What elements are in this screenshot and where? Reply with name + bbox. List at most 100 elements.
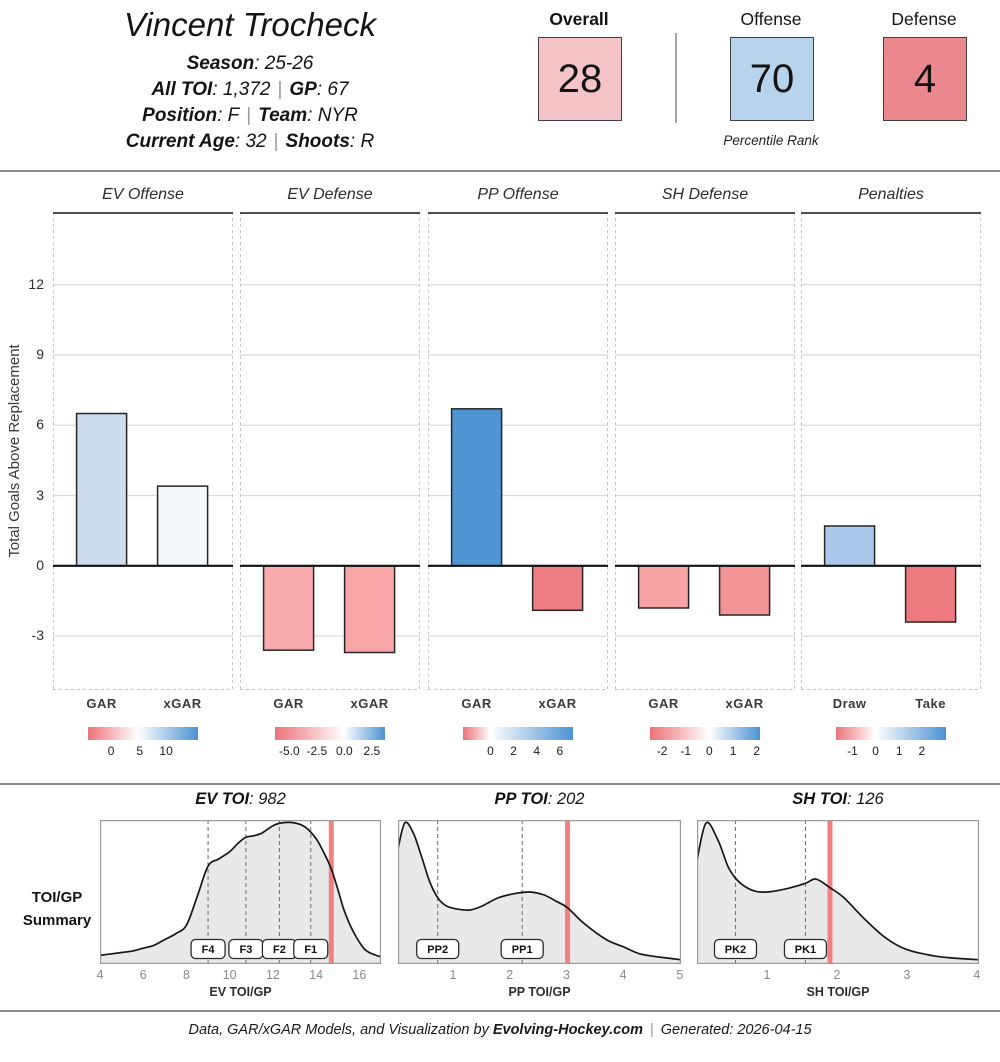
toi-panel-title: PP TOI: 202	[495, 790, 585, 809]
bar-xgar	[343, 565, 396, 654]
toi-density-plot: PP2 PP1	[398, 820, 681, 964]
toi-density-plot: PK2 PK1	[697, 820, 979, 964]
gar-panel-title: Penalties	[858, 186, 924, 203]
toi-x-tick: 12	[265, 968, 280, 982]
separator-pipe: |	[277, 79, 283, 100]
bar-gar	[75, 412, 128, 567]
position-label: Position	[142, 105, 218, 126]
density-curve	[398, 821, 681, 961]
marker-pill-label: PK1	[795, 944, 816, 956]
bar-gar	[637, 565, 690, 609]
shoots-label: Shoots	[285, 131, 350, 152]
gar-legend-tick: 10	[159, 744, 173, 758]
percentile-box-overall: 28	[538, 37, 622, 121]
gar-legend-gradient	[88, 727, 198, 740]
gar-legend-tick: 0	[107, 744, 115, 758]
marker-pill-label: F4	[202, 944, 216, 956]
toi-x-tick: 6	[139, 968, 147, 982]
toi-x-tick: 16	[352, 968, 367, 982]
footer-prefix: Data, GAR/xGAR Models, and Visualization…	[188, 1022, 493, 1038]
percentile-value-overall: 28	[557, 56, 603, 101]
toi-x-axis-label: SH TOI/GP	[806, 985, 870, 999]
gp-label: GP	[289, 79, 317, 100]
toi-x-tick: 5	[676, 968, 684, 982]
marker-pill-label: PK2	[725, 944, 746, 956]
marker-pill-label: F3	[239, 944, 252, 956]
gar-legend-tick: 2	[753, 744, 761, 758]
density-curve	[697, 821, 979, 961]
gar-legend-tick: 5	[136, 744, 144, 758]
gar-legend-tick: 6	[556, 744, 564, 758]
toi-title-value: : 982	[249, 790, 286, 808]
toi-title-label: SH TOI	[792, 790, 848, 808]
toi-title-value: : 126	[847, 790, 884, 808]
marker-pill-pp2	[416, 938, 460, 960]
gar-y-axis-title: Total Goals Above Replacement	[6, 344, 23, 558]
gar-y-tick: 9	[36, 345, 44, 362]
toi-x-tick: 1	[449, 968, 457, 982]
bar-xgar	[531, 565, 584, 612]
percentile-value-defense: 4	[913, 56, 937, 101]
gar-category-label: xGAR	[350, 696, 389, 711]
marker-pill-f1	[293, 938, 329, 960]
gar-legend-tick: -5.0	[278, 744, 300, 758]
age-label: Current Age	[125, 131, 235, 152]
toi-x-tick: 8	[182, 968, 190, 982]
marker-pill-pk2	[713, 938, 758, 960]
toi-title-label: EV TOI	[195, 790, 250, 808]
toi-gp-line: All TOI: 1,372 | GP: 67	[0, 79, 500, 101]
team-value: : NYR	[307, 105, 358, 126]
toi-x-tick: 4	[619, 968, 627, 982]
divider	[675, 33, 677, 123]
gar-category-label: xGAR	[538, 696, 577, 711]
marker-pill-f4	[190, 938, 226, 960]
season-label: Season	[186, 53, 255, 74]
gar-panel-title: EV Defense	[287, 186, 373, 203]
gar-y-tick: 3	[36, 486, 44, 503]
gar-legend-gradient	[463, 727, 573, 740]
gar-category-label: xGAR	[725, 696, 764, 711]
player-name: Vincent Trocheck	[124, 6, 376, 43]
gar-panel-title: EV Offense	[102, 186, 184, 203]
gar-category-label: GAR	[273, 696, 304, 711]
gar-category-label: GAR	[648, 696, 679, 711]
age-shoots-line: Current Age: 32 | Shoots: R	[0, 131, 500, 153]
bar-take	[904, 565, 957, 623]
toi-title-value: : 202	[547, 790, 585, 808]
toi-panel-title: SH TOI: 126	[792, 790, 883, 809]
toi-summary-line1: TOI/GP	[31, 889, 83, 906]
bar-draw	[823, 525, 876, 567]
marker-pill-pp1	[500, 938, 544, 960]
panel-border	[398, 820, 681, 964]
footer-generated: Generated: 2026-04-15	[660, 1022, 812, 1038]
season-value: : 25-26	[254, 53, 314, 74]
toi-x-tick: 3	[903, 968, 911, 982]
percentile-label-overall: Overall	[549, 9, 609, 29]
header-divider-line	[0, 170, 1000, 172]
toi-title-label: PP TOI	[494, 790, 548, 808]
gar-category-label: GAR	[461, 696, 492, 711]
panel-border	[697, 820, 979, 964]
marker-pill-label: F2	[273, 944, 286, 956]
team-label: Team	[258, 105, 308, 126]
gar-legend-tick: -2.5	[306, 744, 328, 758]
toi-x-tick: 4	[973, 968, 981, 982]
separator-pipe: |	[650, 1022, 654, 1038]
toi-x-axis-label: EV TOI/GP	[209, 985, 272, 999]
separator-pipe: |	[246, 105, 252, 126]
bar-xgar	[156, 485, 209, 567]
gar-panel-plot	[428, 212, 608, 690]
gar-category-label: xGAR	[163, 696, 202, 711]
bar-xgar	[718, 565, 771, 616]
gar-y-tick: -3	[31, 627, 44, 644]
footer-brand: Evolving-Hockey.com	[492, 1022, 643, 1038]
age-value: : 32	[234, 131, 267, 152]
gar-category-label: Take	[915, 696, 946, 711]
alltoi-value: : 1,372	[212, 79, 271, 100]
gar-legend-tick: 0	[872, 744, 879, 758]
toi-x-tick: 14	[309, 968, 324, 982]
gar-panel-plot	[801, 212, 981, 690]
toi-density-plot: F4 F3 F2 F1	[100, 820, 381, 964]
percentile-label-offense: Offense	[740, 9, 802, 29]
